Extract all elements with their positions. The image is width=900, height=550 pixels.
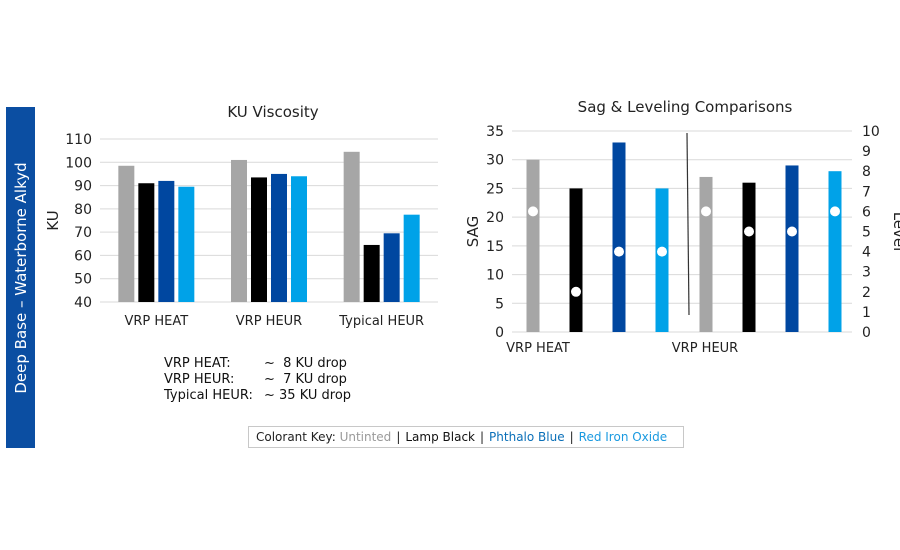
drop-label: VRP HEAT: <box>164 356 231 371</box>
key-phthalo-blue: Phthalo Blue <box>489 430 565 444</box>
level-marker <box>571 286 581 297</box>
level-marker <box>701 206 711 217</box>
sag-bar-untinted <box>526 159 540 332</box>
y-tick-label: 80 <box>74 202 92 218</box>
bar-lamp-black <box>138 183 155 302</box>
bar-untinted <box>343 151 360 302</box>
sag-bar-phthalo-blue <box>612 142 626 332</box>
y-tick-label: 25 <box>486 181 504 197</box>
bar-lamp-black <box>363 244 380 302</box>
level-marker <box>787 226 797 237</box>
colorant-key: Colorant Key: Untinted | Lamp Black | Phthal… <box>248 426 684 448</box>
y2-tick-label: 2 <box>862 285 871 301</box>
level-marker <box>528 206 538 217</box>
bar-untinted <box>231 159 247 302</box>
sidebar-banner: Deep Base – Waterborne Alkyd <box>6 107 35 448</box>
y-tick-label: 35 <box>486 124 504 140</box>
bar-lamp-black <box>251 177 267 302</box>
y2-tick-label: 5 <box>862 225 871 241</box>
key-red-iron-oxide: Red Iron Oxide <box>578 430 668 444</box>
key-untinted: Untinted <box>339 430 392 444</box>
bar-red-iron-oxide <box>178 186 195 302</box>
y-tick-label: 40 <box>74 295 92 311</box>
y-tick-label: 30 <box>486 153 504 169</box>
x-tick-label: VRP HEAT <box>506 341 570 356</box>
bar-red-iron-oxide <box>403 214 420 302</box>
chart-title: Sag & Leveling Comparisons <box>578 98 793 116</box>
level-marker <box>614 246 624 257</box>
y-tick-label: 110 <box>65 132 92 148</box>
group-divider <box>686 132 690 316</box>
key-label: Colorant Key: <box>256 430 336 444</box>
key-separator: | <box>396 430 401 444</box>
y-tick-label: 60 <box>74 248 92 264</box>
y2-tick-label: 1 <box>862 305 871 321</box>
y-tick-label: 90 <box>74 179 92 195</box>
drop-label: Typical HEUR: <box>164 388 253 403</box>
y-tick-label: 20 <box>486 210 504 226</box>
key-lamp-black: Lamp Black <box>405 430 475 444</box>
y2-tick-label: 4 <box>862 245 871 261</box>
level-marker <box>744 226 754 237</box>
bar-phthalo-blue <box>383 233 400 302</box>
sag-bar-red-iron-oxide <box>828 171 842 332</box>
y-axis-label: SAG <box>464 216 482 247</box>
x-tick-label: VRP HEAT <box>124 314 188 329</box>
y-tick-label: 15 <box>486 239 504 255</box>
y2-tick-label: 10 <box>862 124 880 140</box>
y2-tick-label: 8 <box>862 164 871 180</box>
drop-value: ~ 7 KU drop <box>264 372 347 387</box>
drop-label: VRP HEUR: <box>164 372 235 387</box>
y2-axis-label: Level <box>890 212 900 252</box>
bar-untinted <box>118 165 135 302</box>
y-tick-label: 70 <box>74 225 92 241</box>
y-tick-label: 5 <box>495 296 504 312</box>
y2-tick-label: 6 <box>862 204 871 220</box>
drop-value: ~ 35 KU drop <box>264 388 352 403</box>
bar-phthalo-blue <box>271 173 287 302</box>
y2-tick-label: 0 <box>862 325 871 341</box>
sag-bar-phthalo-blue <box>785 165 799 332</box>
level-marker <box>657 246 667 257</box>
drop-row: Typical HEUR: ~ 35 KU drop <box>164 388 351 404</box>
y2-tick-label: 9 <box>862 144 871 160</box>
y2-tick-label: 3 <box>862 265 871 281</box>
x-tick-label: Typical HEUR <box>338 314 424 329</box>
y2-tick-label: 7 <box>862 184 871 200</box>
ku-drop-summary: VRP HEAT: ~ 8 KU drop VRP HEUR: ~ 7 KU dro… <box>164 356 351 404</box>
key-separator: | <box>480 430 485 444</box>
y-tick-label: 100 <box>65 155 92 171</box>
chart-title: KU Viscosity <box>227 103 318 121</box>
sag-bar-red-iron-oxide <box>655 188 669 332</box>
y-tick-label: 10 <box>486 268 504 284</box>
bar-red-iron-oxide <box>291 176 307 302</box>
y-tick-label: 0 <box>495 325 504 341</box>
drop-row: VRP HEAT: ~ 8 KU drop <box>164 356 351 372</box>
key-separator: | <box>569 430 574 444</box>
level-marker <box>830 206 840 217</box>
y-tick-label: 50 <box>74 272 92 288</box>
sag-bar-untinted <box>699 176 713 332</box>
x-tick-label: VRP HEUR <box>236 314 302 329</box>
x-tick-label: VRP HEUR <box>672 341 738 356</box>
sag-bar-lamp-black <box>569 188 583 332</box>
y-axis-label: KU <box>44 210 62 230</box>
sag-bar-lamp-black <box>742 182 756 332</box>
drop-row: VRP HEUR: ~ 7 KU drop <box>164 372 351 388</box>
drop-value: ~ 8 KU drop <box>264 356 347 371</box>
bar-phthalo-blue <box>158 180 175 302</box>
